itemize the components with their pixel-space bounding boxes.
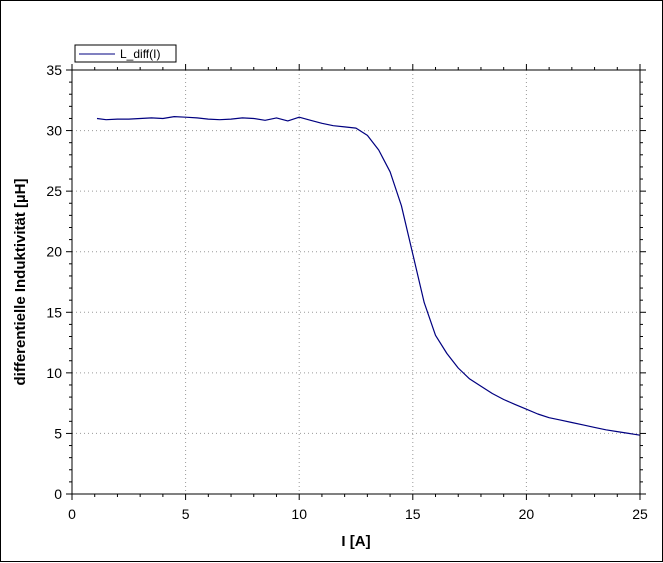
y-tick-label: 35 (46, 62, 62, 78)
x-tick-labels: 0 5 10 15 20 25 (68, 506, 648, 522)
x-tick-label: 0 (68, 506, 76, 522)
y-tick-label: 20 (46, 244, 62, 260)
y-tick-label: 25 (46, 183, 62, 199)
x-tick-label: 25 (632, 506, 648, 522)
y-tick-label: 30 (46, 123, 62, 139)
x-tick-label: 10 (291, 506, 307, 522)
minor-ticks (69, 67, 643, 497)
y-tick-label: 0 (54, 486, 62, 502)
y-tick-labels: 0 5 10 15 20 25 30 35 (46, 62, 62, 502)
plot-area-border (71, 69, 641, 495)
y-axis-title: differentielle Induktivität [µH] (12, 179, 29, 386)
x-axis-title: I [A] (341, 533, 370, 550)
legend: L_diff(I) (74, 44, 177, 63)
x-tick-label: 15 (405, 506, 421, 522)
y-tick-label: 5 (54, 425, 62, 441)
legend-box (74, 44, 177, 63)
x-tick-label: 5 (182, 506, 190, 522)
y-tick-label: 10 (46, 365, 62, 381)
grid (72, 70, 640, 494)
legend-entry-label: L_diff(I) (120, 47, 160, 61)
series-layer (96, 115, 641, 436)
y-tick-label: 15 (46, 304, 62, 320)
x-tick-label: 20 (519, 506, 535, 522)
series-line (96, 115, 641, 436)
major-ticks (66, 64, 646, 500)
